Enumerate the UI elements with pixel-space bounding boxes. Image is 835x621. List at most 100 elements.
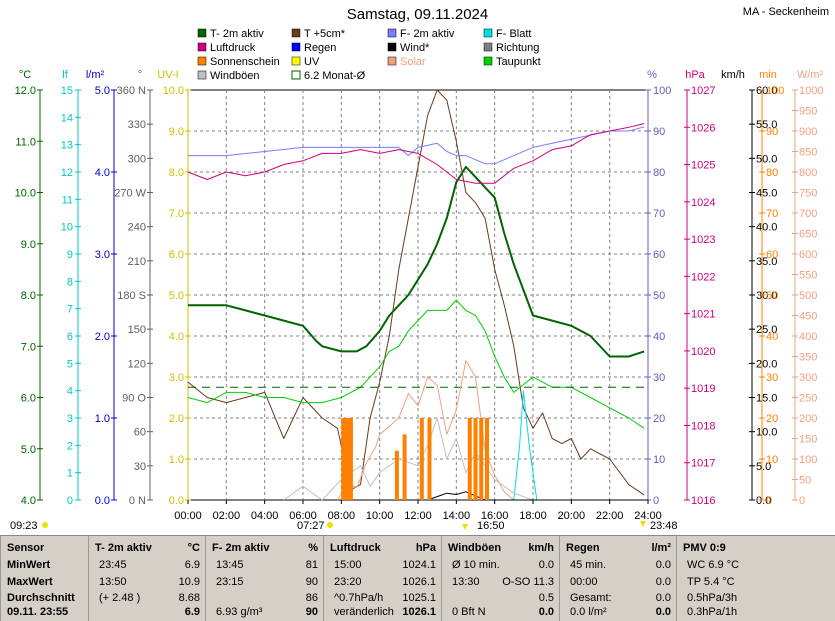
hum-axis-tick-label: 10: [653, 454, 665, 466]
temp-axis-tick-label: 4.0: [21, 495, 36, 507]
legend-swatch: [291, 70, 301, 80]
row-label: Gesamt:: [570, 592, 612, 604]
weather-chart: 12.011.010.09.08.07.06.05.04.0°C15141312…: [10, 28, 823, 532]
solar-axis-tick-label: 750: [799, 188, 817, 200]
wind-axis-tick-label: 55.0: [756, 119, 777, 131]
hum-axis-tick-label: 60: [653, 249, 665, 261]
uv-axis-tick-label: 8.0: [169, 167, 184, 179]
sun-max-marker: [462, 524, 468, 530]
solar-axis-tick-label: 550: [799, 270, 817, 282]
legend-swatch: [197, 70, 207, 80]
uv-axis-tick-label: 4.0: [169, 331, 184, 343]
temp-axis-tick-label: 11.0: [15, 136, 36, 148]
table-column-col5: Windböen km/h Ø 10 min. 0.0 13:30 O-SO 11.3 0.…: [441, 536, 560, 621]
row-header: Durchschnitt: [7, 592, 75, 604]
solar-axis-tick-label: 450: [799, 311, 817, 323]
dir-axis-tick-label: 120: [128, 358, 146, 370]
time-tick-label: 16:00: [481, 510, 509, 522]
sunset-label: 23:48: [650, 520, 678, 532]
dir-axis-tick-label: 240: [128, 222, 146, 234]
dir-axis-unit: °: [138, 69, 142, 81]
press-axis-tick-label: 1016: [691, 495, 715, 507]
time-tick-label: 00:00: [174, 510, 202, 522]
row-label: 15:00: [334, 559, 362, 571]
temp-axis-tick-label: 9.0: [21, 239, 36, 251]
uv-axis-tick-label: 0.0: [169, 495, 184, 507]
wind-axis-tick-label: 30.0: [756, 290, 777, 302]
row-label: ^0.7hPa/h: [334, 592, 384, 604]
footer-value: 1026.1: [402, 606, 436, 618]
leaf-axis-tick-label: 9: [67, 249, 73, 261]
sun-max-label: 16:50: [477, 520, 505, 532]
press-axis-unit: hPa: [685, 69, 705, 81]
sunmin-axis-tick-label: 40: [766, 331, 778, 343]
row-label: 13:50: [99, 576, 127, 588]
sunmin-axis-unit: min: [759, 69, 777, 81]
row-value: 0.5hPa/3h: [687, 592, 738, 604]
legend-label: T- 2m aktiv: [210, 28, 264, 40]
series-line-6: [337, 360, 515, 501]
solar-axis-tick-label: 400: [799, 331, 817, 343]
row-value: 0.0: [655, 592, 671, 604]
press-axis-tick-label: 1022: [691, 271, 715, 283]
time-tick-label: 02:00: [213, 510, 241, 522]
wind-axis-tick-label: 5.0: [756, 461, 771, 473]
time-tick-label: 14:00: [443, 510, 471, 522]
legend-swatch: [197, 28, 207, 38]
leaf-axis-tick-label: 14: [61, 112, 73, 124]
press-axis-tick-label: 1027: [691, 85, 715, 97]
hum-axis-tick-label: 50: [653, 290, 665, 302]
press-axis-tick-label: 1017: [691, 458, 715, 470]
time-tick-label: 18:00: [519, 510, 547, 522]
uv-axis-tick-label: 7.0: [169, 208, 184, 220]
leaf-axis-tick-label: 3: [67, 413, 73, 425]
row-label: 23:15: [216, 576, 244, 588]
dir-axis-tick-label: 0 N: [129, 495, 146, 507]
temp-axis-tick-label: 12.0: [15, 85, 36, 97]
solar-axis-tick-label: 150: [799, 434, 817, 446]
series-line-0: [188, 165, 645, 358]
dir-axis-tick-label: 360 N: [117, 85, 146, 97]
temp-axis-tick-label: 10.0: [15, 188, 36, 200]
temp-axis-tick-label: 7.0: [21, 341, 36, 353]
sunset-marker: [640, 521, 646, 527]
footer-label: veränderlich: [334, 606, 394, 618]
leaf-axis-tick-label: 12: [61, 167, 73, 179]
row-label: (+ 2.48 ): [99, 592, 141, 604]
leaf-axis-tick-label: 11: [62, 194, 73, 206]
footer-value: 6.9: [184, 606, 200, 618]
row-value: 81: [305, 559, 318, 571]
solar-axis-tick-label: 600: [799, 249, 817, 261]
solar-axis-tick-label: 900: [799, 126, 817, 138]
time-tick-label: 06:00: [289, 510, 317, 522]
press-axis-tick-label: 1025: [691, 160, 715, 172]
press-axis-tick-label: 1018: [691, 420, 715, 432]
legend-swatch: [291, 28, 301, 38]
leaf-axis-unit: lf: [62, 69, 68, 81]
time-tick-label: 20:00: [558, 510, 586, 522]
leaf-axis-tick-label: 2: [67, 440, 73, 452]
sunmin-axis-tick-label: 10: [766, 454, 778, 466]
legend-label: Regen: [304, 42, 336, 54]
row-header: MinWert: [7, 559, 51, 571]
solar-axis-tick-label: 50: [799, 475, 811, 487]
uv-axis-tick-label: 6.0: [169, 249, 184, 261]
hum-axis-tick-label: 80: [653, 167, 665, 179]
sunmin-axis-tick-label: 0: [766, 495, 772, 507]
table-column-col6: Regen l/m² 45 min. 0.0 00:00 0.0 Gesamt: 0.0 0.0…: [559, 536, 677, 621]
rain-axis-tick-label: 5.0: [95, 85, 110, 97]
dir-axis-tick-label: 330: [128, 119, 146, 131]
series-line-1: [187, 89, 645, 496]
press-axis-tick-label: 1024: [691, 197, 715, 209]
leaf-axis-tick-label: 4: [67, 386, 73, 398]
column-unit: %: [308, 542, 318, 554]
legend-label: Sonnenschein: [210, 56, 280, 68]
dir-axis-tick-label: 30: [134, 461, 146, 473]
row-value: 8.68: [178, 592, 200, 604]
temp-axis-tick-label: 5.0: [21, 444, 36, 456]
row-value: 86: [305, 592, 318, 604]
solar-axis-tick-label: 650: [799, 229, 817, 241]
press-axis-tick-label: 1020: [691, 346, 715, 358]
row-value: WC 6.9 °C: [687, 559, 740, 571]
row-value: O-SO 11.3: [502, 576, 554, 588]
